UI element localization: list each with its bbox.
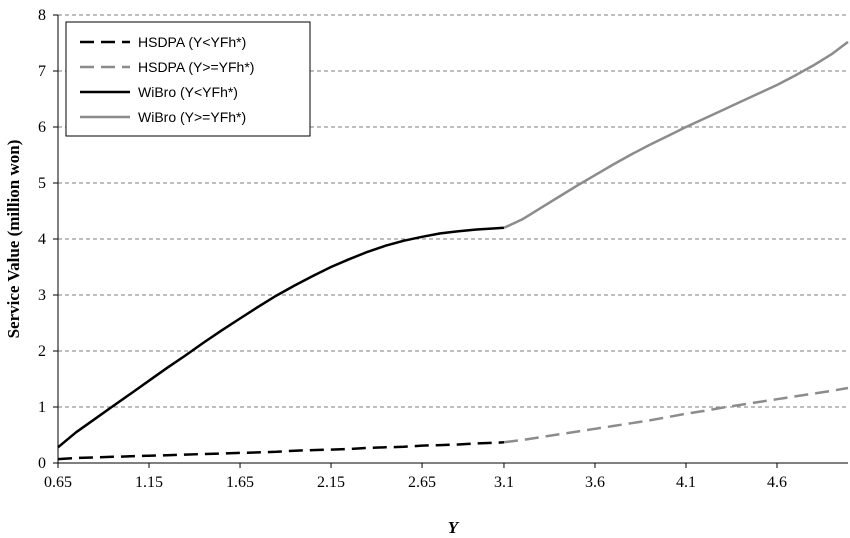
series-line-2 xyxy=(57,226,505,449)
x-tick-label: 3.1 xyxy=(494,474,514,491)
y-tick-label: 8 xyxy=(38,7,46,24)
grid-lines xyxy=(58,14,848,408)
y-tick-label: 7 xyxy=(38,63,46,80)
x-tick-label: 4.6 xyxy=(767,474,787,491)
legend-label-0: HSDPA (Y<YFh*) xyxy=(138,34,246,50)
series-line-3 xyxy=(503,40,849,229)
x-tick-label: 0.65 xyxy=(44,474,72,491)
y-tick-label: 1 xyxy=(38,399,46,416)
series-line-0 xyxy=(57,441,505,461)
x-tick-label: 4.1 xyxy=(676,474,696,491)
series-line-1 xyxy=(503,386,849,444)
y-tick-label: 3 xyxy=(38,287,46,304)
y-tick-label: 6 xyxy=(38,119,46,136)
legend-label-2: WiBro (Y<YFh*) xyxy=(138,84,238,100)
y-tick-label: 0 xyxy=(38,455,46,472)
legend-label-3: WiBro (Y>=YFh*) xyxy=(138,109,246,125)
x-tick-label: 2.65 xyxy=(408,474,436,491)
legend: HSDPA (Y<YFh*) HSDPA (Y>=YFh*) WiBro (Y<YF… xyxy=(65,21,311,137)
x-tick-label: 1.15 xyxy=(135,474,163,491)
x-tick-label: 3.6 xyxy=(585,474,605,491)
y-axis-title: Service Value (million won) xyxy=(4,140,23,339)
y-tick-label: 2 xyxy=(38,343,46,360)
legend-label-1: HSDPA (Y>=YFh*) xyxy=(138,59,254,75)
y-tick-label: 5 xyxy=(38,175,46,192)
series-lines xyxy=(57,40,849,461)
x-tick-label: 1.65 xyxy=(226,474,254,491)
tick-labels: 0 1 2 3 4 5 6 7 8 0.65 1.15 1.65 2.15 2.65 3.1 3.6 4.1 4.… xyxy=(38,7,787,491)
x-tick-label: 2.15 xyxy=(317,474,345,491)
x-axis-title: Y xyxy=(448,518,460,537)
y-tick-label: 4 xyxy=(38,231,46,248)
